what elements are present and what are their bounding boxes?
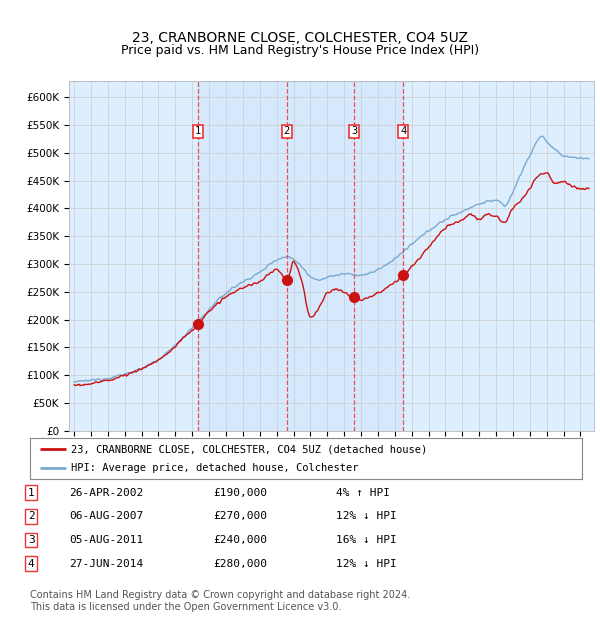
- Text: £280,000: £280,000: [213, 559, 267, 569]
- Text: HPI: Average price, detached house, Colchester: HPI: Average price, detached house, Colc…: [71, 463, 359, 473]
- Text: £190,000: £190,000: [213, 488, 267, 498]
- Text: 16% ↓ HPI: 16% ↓ HPI: [336, 535, 397, 545]
- Text: 3: 3: [28, 535, 35, 545]
- Text: 2: 2: [284, 126, 290, 136]
- Text: 3: 3: [351, 126, 358, 136]
- Text: 1: 1: [194, 126, 201, 136]
- Text: 06-AUG-2007: 06-AUG-2007: [69, 512, 143, 521]
- Text: 12% ↓ HPI: 12% ↓ HPI: [336, 512, 397, 521]
- Text: 23, CRANBORNE CLOSE, COLCHESTER, CO4 5UZ (detached house): 23, CRANBORNE CLOSE, COLCHESTER, CO4 5UZ…: [71, 444, 428, 454]
- Text: Price paid vs. HM Land Registry's House Price Index (HPI): Price paid vs. HM Land Registry's House …: [121, 45, 479, 57]
- Bar: [197, 81, 403, 431]
- Text: 27-JUN-2014: 27-JUN-2014: [69, 559, 143, 569]
- Text: 1: 1: [28, 488, 35, 498]
- Text: 4: 4: [28, 559, 35, 569]
- Text: £270,000: £270,000: [213, 512, 267, 521]
- Text: 23, CRANBORNE CLOSE, COLCHESTER, CO4 5UZ: 23, CRANBORNE CLOSE, COLCHESTER, CO4 5UZ: [132, 32, 468, 45]
- Text: 05-AUG-2011: 05-AUG-2011: [69, 535, 143, 545]
- Text: 2: 2: [28, 512, 35, 521]
- Text: 4: 4: [400, 126, 406, 136]
- Text: Contains HM Land Registry data © Crown copyright and database right 2024.
This d: Contains HM Land Registry data © Crown c…: [30, 590, 410, 612]
- Text: 4% ↑ HPI: 4% ↑ HPI: [336, 488, 390, 498]
- Text: 26-APR-2002: 26-APR-2002: [69, 488, 143, 498]
- Text: 12% ↓ HPI: 12% ↓ HPI: [336, 559, 397, 569]
- Text: £240,000: £240,000: [213, 535, 267, 545]
